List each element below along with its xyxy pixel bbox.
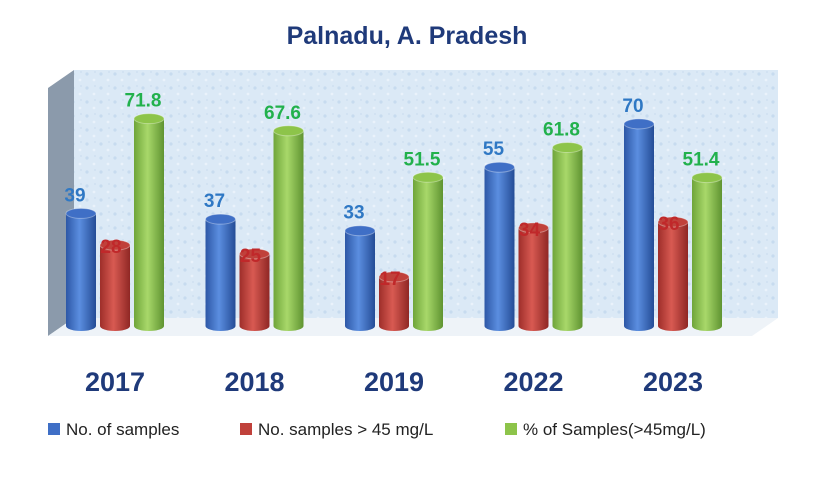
data-label-2023-series-1: 36 xyxy=(658,214,679,235)
x-tick-label-2019: 2019 xyxy=(364,367,424,397)
bar-2022-series-1 xyxy=(518,222,549,331)
value-labels-group: 39 28 71.8 37 25 67.6 33 17 51.5 55 34 61.8 70 36 51.4 xyxy=(64,91,719,290)
data-label-2018-series-0: 37 xyxy=(204,191,225,212)
x-tick-label-2018: 2018 xyxy=(224,367,284,397)
bar-2019-series-2 xyxy=(412,171,444,331)
bar-2023-series-1 xyxy=(657,216,689,331)
legend-label-0: No. of samples xyxy=(66,420,179,439)
category-labels-group: 2017 2018 2019 2022 2023 xyxy=(85,367,703,397)
data-label-2017-series-1: 28 xyxy=(100,237,121,258)
legend-label-2: % of Samples(>45mg/L) xyxy=(523,420,706,439)
data-label-2019-series-0: 33 xyxy=(343,203,364,224)
legend-swatch-0 xyxy=(48,423,60,435)
data-label-2022-series-1: 34 xyxy=(519,220,541,241)
bar-2022-series-0 xyxy=(484,161,515,331)
bars-group xyxy=(65,113,723,331)
legend-label-1: No. samples > 45 mg/L xyxy=(258,420,433,439)
bar-2017-series-0 xyxy=(65,207,97,331)
bar-2018-series-0 xyxy=(205,213,236,331)
bar-2023-series-0 xyxy=(623,118,655,331)
data-label-2023-series-2: 51.4 xyxy=(683,150,720,171)
data-label-2019-series-2: 51.5 xyxy=(404,149,441,170)
legend-item-2: % of Samples(>45mg/L) xyxy=(505,420,706,439)
data-label-2022-series-2: 61.8 xyxy=(543,120,580,141)
bar-2017-series-1 xyxy=(99,239,131,331)
bar-2019-series-0 xyxy=(344,225,376,331)
data-label-2017-series-2: 71.8 xyxy=(125,91,162,112)
legend-swatch-2 xyxy=(505,423,517,435)
data-label-2022-series-0: 55 xyxy=(483,139,505,160)
data-label-2018-series-1: 25 xyxy=(240,246,262,267)
legend: No. of samples No. samples > 45 mg/L % of … xyxy=(48,420,706,439)
bar-2018-series-2 xyxy=(273,125,304,331)
data-label-2019-series-1: 17 xyxy=(379,269,400,290)
data-label-2018-series-2: 67.6 xyxy=(264,103,301,124)
bar-2017-series-2 xyxy=(133,113,165,331)
chart-title: Palnadu, A. Pradesh xyxy=(287,22,528,50)
legend-item-0: No. of samples xyxy=(48,420,179,439)
data-label-2017-series-0: 39 xyxy=(64,185,85,206)
x-tick-label-2017: 2017 xyxy=(85,367,145,397)
legend-swatch-1 xyxy=(240,423,252,435)
x-tick-label-2022: 2022 xyxy=(503,367,563,397)
x-tick-label-2023: 2023 xyxy=(643,367,703,397)
bar-2023-series-2 xyxy=(691,172,723,331)
bar-2018-series-1 xyxy=(239,248,270,331)
data-label-2023-series-0: 70 xyxy=(622,96,643,117)
bar-2019-series-1 xyxy=(378,271,410,331)
bar-2022-series-2 xyxy=(552,142,583,331)
legend-item-1: No. samples > 45 mg/L xyxy=(240,420,433,439)
